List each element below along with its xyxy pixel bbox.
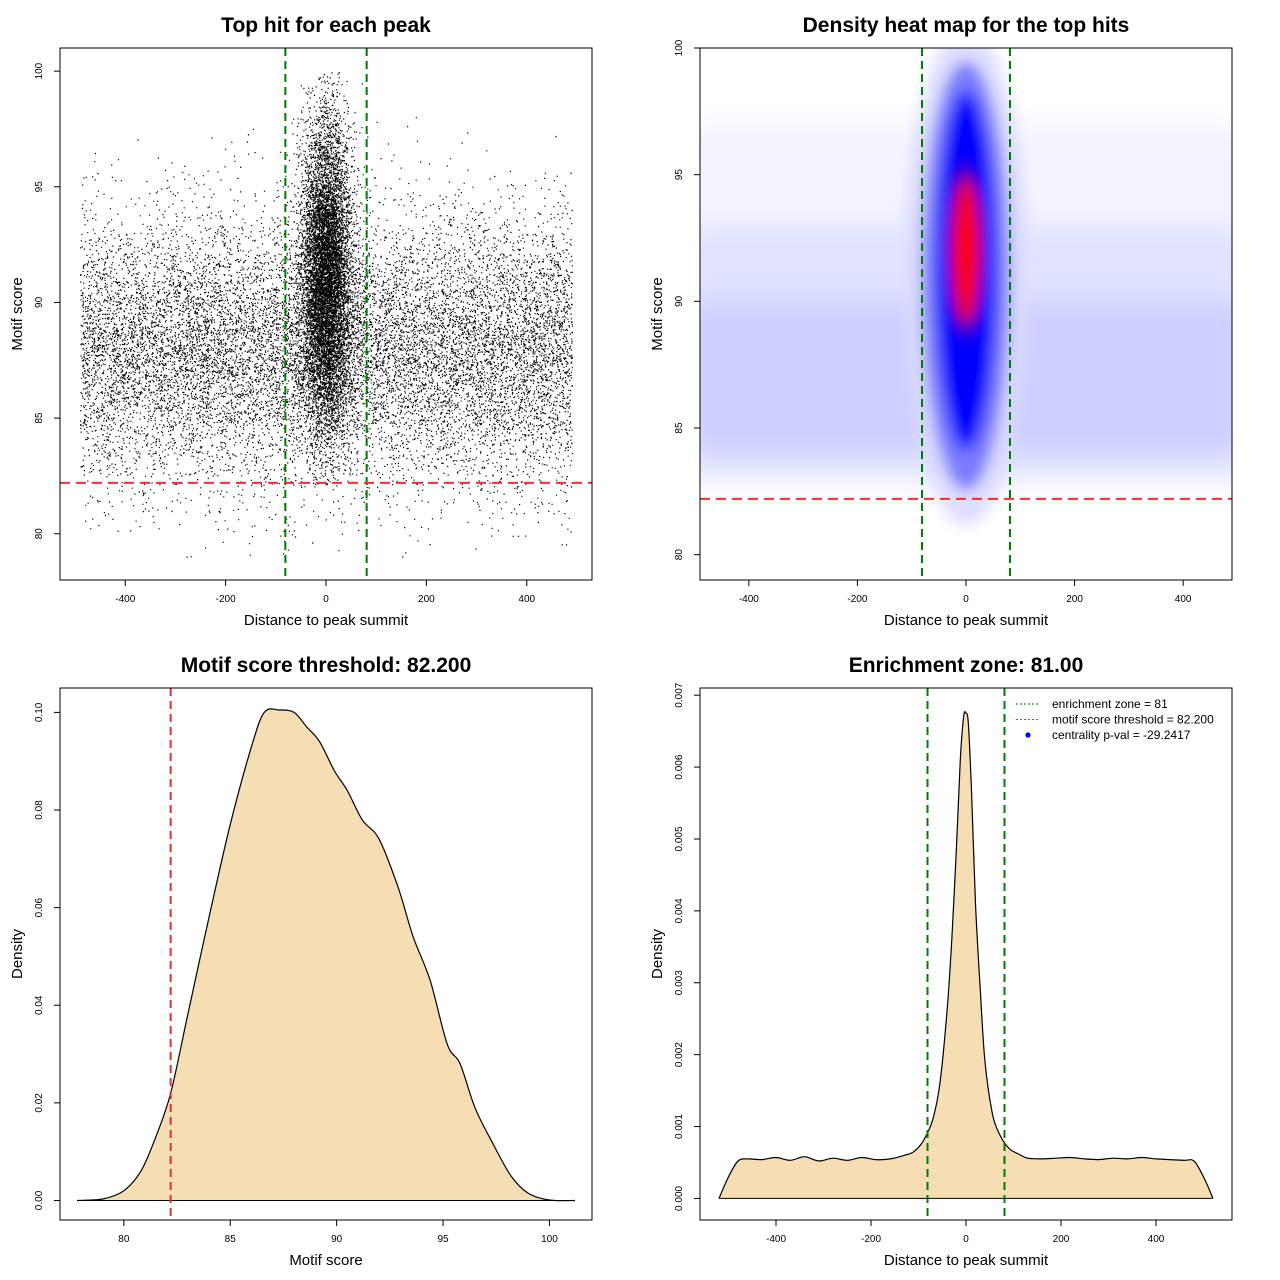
- x-tick-label: 400: [518, 594, 535, 605]
- x-tick-label: 80: [118, 1234, 130, 1245]
- legend-entry-label: motif score threshold = 82.200: [1052, 713, 1214, 727]
- legend: enrichment zone = 81 motif score threshol…: [1016, 697, 1214, 742]
- heatmap-panel: Density heat map for the top hits Distanc…: [649, 14, 1233, 629]
- x-tick-label: 0: [963, 594, 969, 605]
- density-curve: [718, 711, 1214, 1199]
- plot-frame: [59, 687, 593, 1221]
- y-tick-label: 85: [674, 422, 685, 434]
- y-tick-label: 0.006: [674, 754, 685, 779]
- x-tick-label: 200: [1053, 1234, 1070, 1245]
- y-tick-label: 0.02: [34, 1093, 45, 1113]
- y-tick-label: 0.001: [674, 1114, 685, 1139]
- y-tick-label: 100: [34, 62, 45, 79]
- x-tick-label: -400: [766, 1234, 786, 1245]
- y-tick-label: 100: [674, 39, 685, 56]
- y-tick-label: 90: [34, 296, 45, 308]
- scatter-panel: Top hit for each peak Distance to peak su…: [9, 14, 593, 629]
- chart-title: Enrichment zone: 81.00: [849, 654, 1084, 677]
- y-tick-label: 80: [34, 528, 45, 540]
- x-axis-label: Distance to peak summit: [884, 612, 1049, 629]
- x-tick-label: 200: [418, 594, 435, 605]
- heatmap-hotspot: [904, 48, 1028, 526]
- x-tick-label: -200: [847, 594, 867, 605]
- y-tick-label: 0.003: [674, 970, 685, 995]
- density-area: [77, 708, 576, 1201]
- scatter-point: [80, 72, 574, 558]
- y-tick-label: 85: [34, 412, 45, 424]
- x-axis-label: Distance to peak summit: [244, 612, 409, 629]
- y-axis-label: Density: [649, 928, 666, 979]
- y-tick-label: 0.04: [34, 995, 45, 1015]
- x-tick-label: 400: [1148, 1234, 1165, 1245]
- x-axis-label: Distance to peak summit: [884, 1252, 1049, 1269]
- x-axis-label: Motif score: [289, 1252, 362, 1269]
- scatter-points: [80, 72, 574, 558]
- legend-point-marker: [1025, 732, 1031, 738]
- position-density-panel: Enrichment zone: 81.00 Distance to peak s…: [649, 654, 1233, 1269]
- chart-title: Top hit for each peak: [221, 14, 431, 37]
- x-tick-label: 95: [437, 1234, 449, 1245]
- y-tick-label: 95: [674, 169, 685, 181]
- chart-title: Density heat map for the top hits: [803, 14, 1130, 37]
- chart-title: Motif score threshold: 82.200: [181, 654, 472, 677]
- x-tick-label: -200: [216, 594, 236, 605]
- heatmap-density: [700, 48, 1232, 580]
- x-tick-label: -400: [115, 594, 135, 605]
- legend-entry-label: centrality p-val = -29.2417: [1052, 728, 1191, 742]
- y-tick-label: 0.004: [674, 898, 685, 923]
- y-tick-label: 0.007: [674, 682, 685, 707]
- y-tick-label: 0.00: [34, 1190, 45, 1210]
- plot-frame: [699, 687, 1233, 1221]
- y-axis-label: Motif score: [9, 277, 26, 350]
- x-tick-label: 100: [541, 1234, 558, 1245]
- y-tick-label: 0.06: [34, 897, 45, 917]
- x-tick-label: -400: [739, 594, 759, 605]
- x-tick-label: 400: [1175, 594, 1192, 605]
- y-tick-label: 90: [674, 295, 685, 307]
- y-tick-label: 0.000: [674, 1185, 685, 1210]
- x-tick-label: 85: [225, 1234, 237, 1245]
- plot-frame: [59, 47, 593, 581]
- plot-frame: [699, 47, 1233, 581]
- score-density-panel: Motif score threshold: 82.200 Motif score…: [9, 654, 593, 1269]
- x-tick-label: 0: [963, 1234, 969, 1245]
- y-tick-label: 0.08: [34, 800, 45, 820]
- x-tick-label: -200: [861, 1234, 881, 1245]
- y-tick-label: 0.002: [674, 1042, 685, 1067]
- legend-entry-label: enrichment zone = 81: [1052, 697, 1168, 711]
- y-tick-label: 0.10: [34, 702, 45, 722]
- y-tick-label: 0.005: [674, 826, 685, 851]
- y-tick-label: 95: [34, 181, 45, 193]
- x-tick-label: 90: [331, 1234, 343, 1245]
- y-tick-label: 80: [674, 549, 685, 561]
- x-tick-label: 0: [323, 594, 329, 605]
- y-axis-label: Density: [9, 928, 26, 979]
- density-area: [719, 711, 1213, 1199]
- y-axis-label: Motif score: [649, 277, 666, 350]
- x-tick-label: 200: [1066, 594, 1083, 605]
